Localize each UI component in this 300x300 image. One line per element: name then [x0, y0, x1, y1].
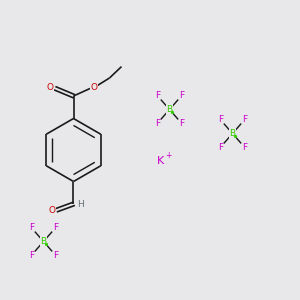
Text: K: K — [157, 155, 164, 166]
Text: F: F — [53, 251, 58, 260]
Text: F: F — [179, 119, 184, 128]
Text: +: + — [165, 151, 171, 160]
Text: O: O — [48, 206, 56, 215]
Text: F: F — [242, 143, 247, 152]
Text: F: F — [218, 143, 223, 152]
Text: B: B — [230, 129, 236, 138]
Text: O: O — [46, 83, 54, 92]
Text: F: F — [53, 223, 58, 232]
Text: F: F — [218, 115, 223, 124]
Text: F: F — [29, 223, 34, 232]
Text: F: F — [242, 115, 247, 124]
Text: F: F — [29, 251, 34, 260]
Text: H: H — [78, 200, 84, 209]
Text: F: F — [179, 91, 184, 100]
Text: F: F — [155, 119, 160, 128]
Text: B: B — [167, 105, 172, 114]
Text: F: F — [155, 91, 160, 100]
Text: O: O — [91, 83, 98, 92]
Text: B: B — [40, 237, 46, 246]
